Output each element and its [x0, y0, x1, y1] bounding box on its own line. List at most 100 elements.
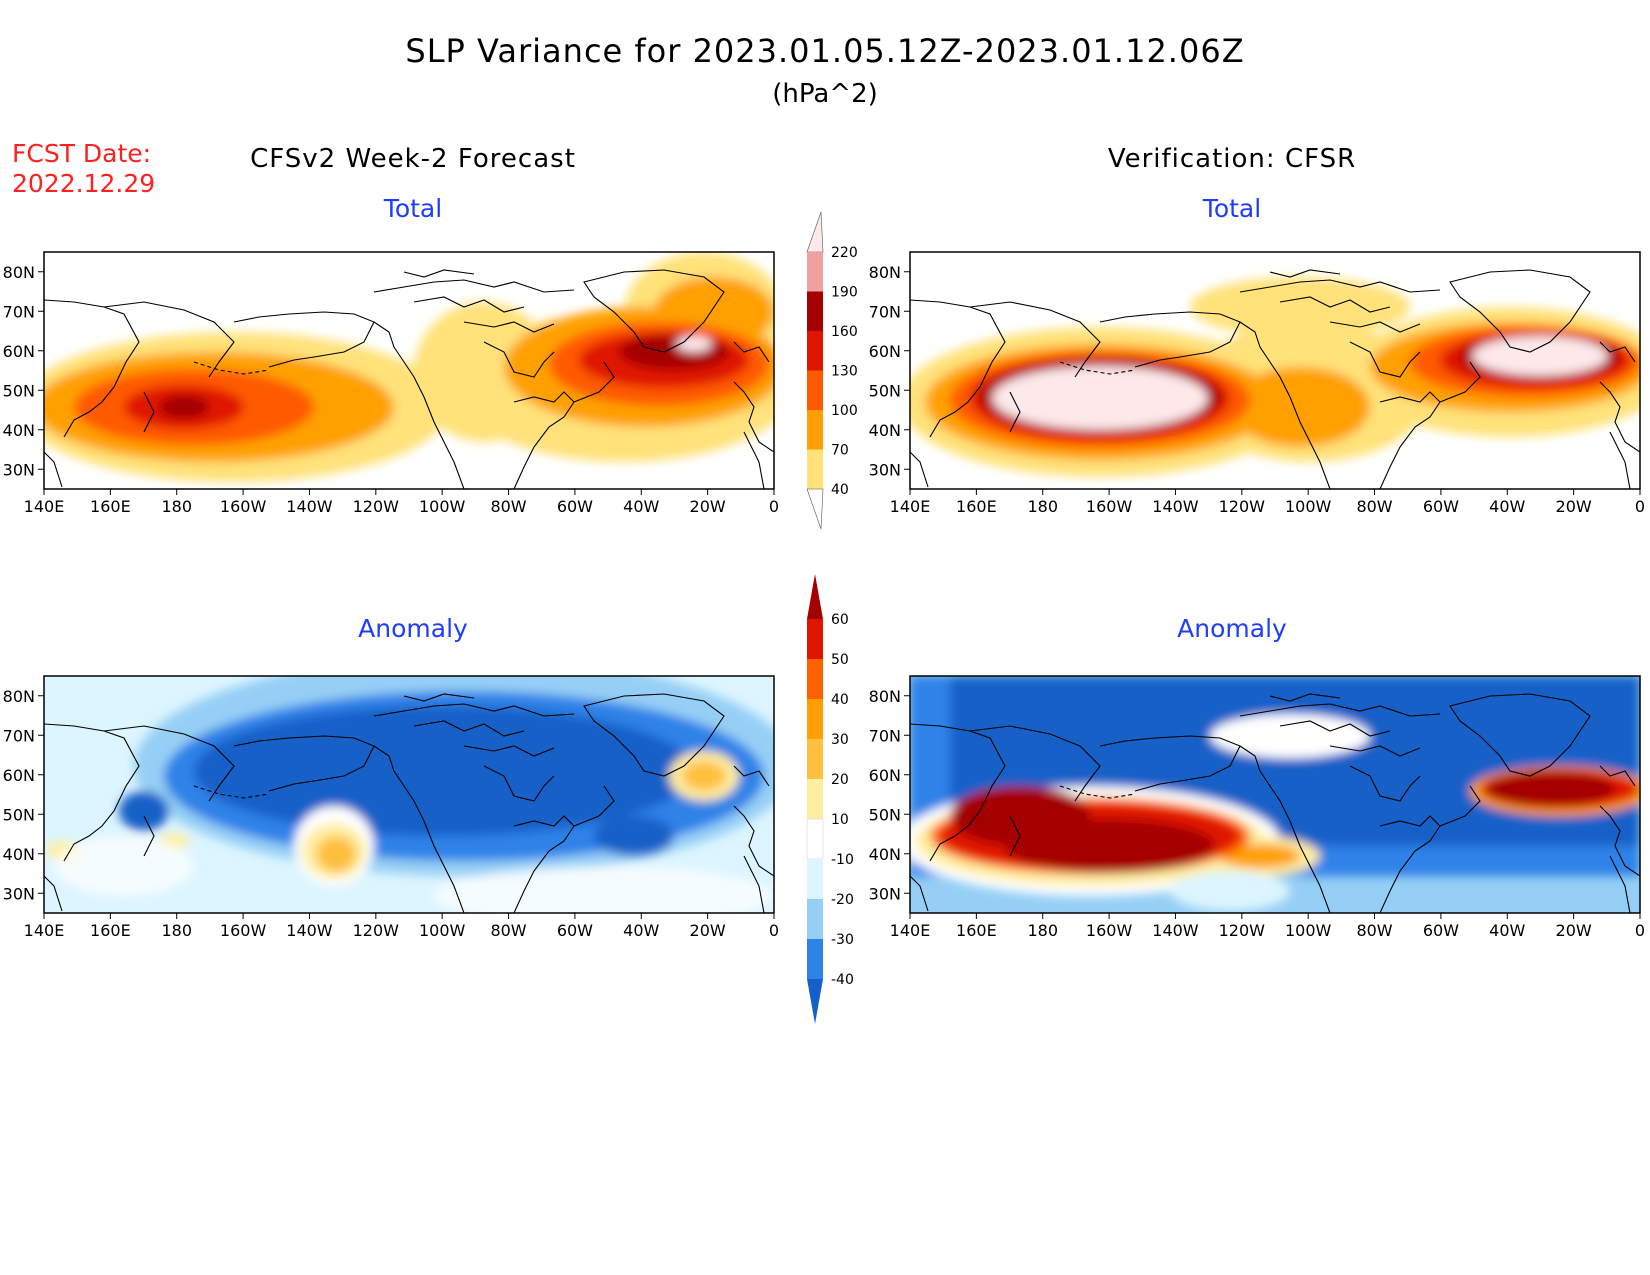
- lat-tick-label: 40N: [869, 421, 901, 440]
- lon-tick-label: 40W: [623, 921, 659, 940]
- lat-tick-label: 30N: [869, 884, 901, 903]
- colorbar-anomaly-label: 50: [831, 652, 849, 668]
- lat-tick-label: 30N: [869, 460, 901, 479]
- lon-tick-label: 160W: [220, 921, 267, 940]
- colorbar-total: 220 190 160 130 100 70 40: [806, 211, 858, 530]
- colorbar-anomaly-label: 40: [831, 692, 849, 708]
- lat-tick-label: 60N: [3, 342, 35, 361]
- lon-tick-label: 60W: [557, 497, 593, 516]
- lat-tick-label: 40N: [3, 845, 35, 864]
- colorbar-total-segment: [807, 370, 823, 410]
- lon-tick-label: 120W: [1219, 921, 1266, 940]
- colorbar-anomaly-segment: [807, 659, 823, 699]
- lat-tick-label: 80N: [869, 687, 901, 706]
- lat-tick-label: 80N: [3, 687, 35, 706]
- map-panel-verif-total: [909, 251, 1641, 490]
- lat-tick-label: 50N: [3, 805, 35, 824]
- colorbar-total-segment: [807, 410, 823, 450]
- lon-tick-label: 180: [1027, 921, 1058, 940]
- colorbar-total-segment: [807, 449, 823, 489]
- lon-tick-label: 40W: [1489, 921, 1525, 940]
- lat-tick-label: 60N: [869, 342, 901, 361]
- lat-tick-label: 70N: [3, 302, 35, 321]
- lat-tick-label: 30N: [3, 460, 35, 479]
- lon-tick-label: 160W: [220, 497, 267, 516]
- colorbar-anomaly-segment: [807, 699, 823, 739]
- lon-tick-label: 40W: [1489, 497, 1525, 516]
- colorbar-total-segment: [807, 291, 823, 331]
- lat-tick-label: 80N: [869, 263, 901, 282]
- lat-tick-label: 70N: [3, 726, 35, 745]
- units-subtitle: (hPa^2): [772, 79, 878, 109]
- lon-tick-label: 180: [161, 497, 192, 516]
- map-panel-verif-anomaly: [909, 675, 1641, 914]
- lon-tick-label: 60W: [557, 921, 593, 940]
- colorbar-anomaly-segment: [807, 939, 823, 979]
- lon-tick-label: 180: [161, 921, 192, 940]
- colorbar-anomaly-segment: [807, 859, 823, 899]
- lat-tick-label: 30N: [3, 884, 35, 903]
- lon-tick-label: 140E: [24, 497, 65, 516]
- lon-tick-label: 80W: [490, 921, 526, 940]
- lon-tick-label: 20W: [1556, 921, 1592, 940]
- lon-tick-label: 180: [1027, 497, 1058, 516]
- lat-tick-label: 60N: [869, 766, 901, 785]
- lon-tick-label: 100W: [1285, 921, 1332, 940]
- colorbar-anomaly-label: -20: [831, 892, 854, 908]
- colorbar-total-label: 190: [831, 285, 858, 301]
- lon-tick-label: 140E: [890, 921, 931, 940]
- map-panel-fcst-anomaly: [43, 675, 775, 914]
- colorbar-total-label: 220: [831, 245, 858, 261]
- lat-tick-label: 50N: [869, 381, 901, 400]
- panel-subtitle-verif-total: Total: [1202, 194, 1261, 223]
- panel-subtitle-verif-anomaly: Anomaly: [1177, 614, 1287, 643]
- main-title: SLP Variance for 2023.01.05.12Z-2023.01.…: [405, 32, 1244, 70]
- panel-subtitle-fcst-anomaly: Anomaly: [358, 614, 468, 643]
- lat-tick-label: 40N: [869, 845, 901, 864]
- lon-tick-label: 160E: [956, 921, 997, 940]
- lon-tick-label: 100W: [1285, 497, 1332, 516]
- colorbar-anomaly: 60 50 40 30 20 10 -10 -20 -30 -40: [806, 574, 854, 1024]
- colorbar-anomaly-segment: [807, 779, 823, 819]
- lon-tick-label: 20W: [1556, 497, 1592, 516]
- lon-tick-label: 120W: [353, 497, 400, 516]
- lon-tick-label: 40W: [623, 497, 659, 516]
- lat-tick-label: 70N: [869, 726, 901, 745]
- colorbar-anomaly-segment: [806, 818, 824, 860]
- colorbar-total-arrow-top: [806, 211, 824, 253]
- colorbar-anomaly-label: 30: [831, 732, 849, 748]
- colorbar-anomaly-label: -40: [831, 972, 854, 988]
- lon-tick-label: 160W: [1086, 497, 1133, 516]
- lat-tick-label: 40N: [3, 421, 35, 440]
- lon-tick-label: 80W: [1356, 921, 1392, 940]
- lon-tick-label: 100W: [419, 497, 466, 516]
- colorbar-total-label: 100: [831, 403, 858, 419]
- colorbar-total-arrow-bottom: [806, 488, 824, 530]
- fcst-date-value: 2022.12.29: [12, 169, 155, 198]
- column-title-forecast: CFSv2 Week-2 Forecast: [250, 144, 576, 174]
- colorbar-anomaly-label: 10: [831, 812, 849, 828]
- map-panel-fcst-total: [43, 251, 775, 490]
- lon-tick-label: 160E: [90, 497, 131, 516]
- lon-tick-label: 140W: [1152, 921, 1199, 940]
- panel-subtitle-fcst-total: Total: [383, 194, 442, 223]
- colorbar-total-segment: [807, 252, 823, 292]
- lon-tick-label: 60W: [1423, 921, 1459, 940]
- colorbar-total-label: 70: [831, 443, 849, 459]
- lon-tick-label: 80W: [490, 497, 526, 516]
- colorbar-total-segment: [807, 331, 823, 371]
- lon-tick-label: 140E: [24, 921, 65, 940]
- lon-tick-label: 140W: [286, 921, 333, 940]
- lat-tick-label: 50N: [3, 381, 35, 400]
- lon-tick-label: 160W: [1086, 921, 1133, 940]
- colorbar-anomaly-segment: [807, 739, 823, 779]
- colorbar-total-label: 160: [831, 324, 858, 340]
- lon-tick-label: 0: [769, 921, 779, 940]
- colorbar-anomaly-label: -10: [831, 852, 854, 868]
- lon-tick-label: 20W: [690, 921, 726, 940]
- colorbar-anomaly-segment: [807, 619, 823, 659]
- lat-tick-label: 50N: [869, 805, 901, 824]
- fcst-date-label: FCST Date:: [12, 139, 151, 168]
- lon-tick-label: 60W: [1423, 497, 1459, 516]
- lat-tick-label: 80N: [3, 263, 35, 282]
